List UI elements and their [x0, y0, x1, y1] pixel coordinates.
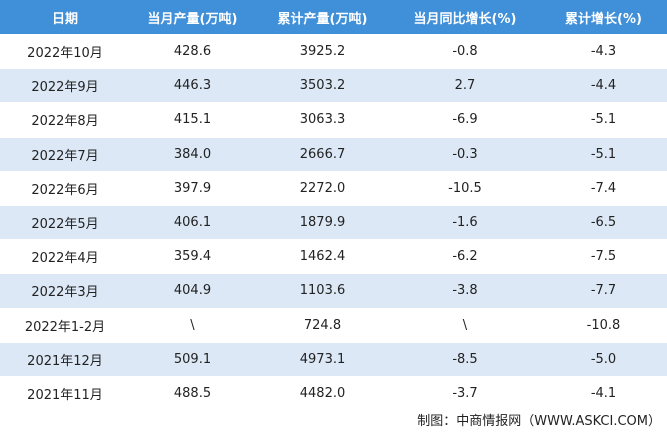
table-cell: 509.1 [130, 341, 255, 377]
table-cell: -6.2 [390, 239, 540, 274]
table-cell: 4482.0 [255, 375, 390, 411]
table-cell: -4.3 [540, 33, 667, 69]
table-cell: -5.0 [540, 341, 667, 377]
table-cell: 2022年6月 [0, 170, 130, 206]
table-cell: 397.9 [130, 170, 255, 206]
table-cell: 2022年1-2月 [0, 307, 130, 343]
table-cell: -6.5 [540, 204, 667, 240]
data-table: 日期 当月产量(万吨) 累计产量(万吨) 当月同比增长(%) 累计增长(%) 2022年… [0, 0, 667, 411]
table-row: 2022年1-2月 \ 724.8 \ -10.8 [0, 307, 667, 343]
table-cell: 2021年12月 [0, 341, 130, 377]
header-cell: 累计增长(%) [540, 0, 667, 35]
table-cell: 3925.2 [255, 33, 390, 69]
table-cell: -0.8 [390, 33, 540, 69]
table-cell: -7.5 [540, 239, 667, 274]
table-cell: -4.1 [540, 375, 667, 411]
table-cell: 2.7 [390, 68, 540, 103]
table-cell: -4.4 [540, 68, 667, 103]
table-cell: -5.1 [540, 136, 667, 172]
table-cell: \ [130, 307, 255, 343]
table-cell: 488.5 [130, 375, 255, 411]
table-body: 2022年10月 428.6 3925.2 -0.8 -4.3 2022年9月 446.3 3… [0, 33, 667, 411]
table-cell: -6.9 [390, 102, 540, 138]
table-cell: -7.4 [540, 170, 667, 206]
table-cell: -3.8 [390, 273, 540, 308]
table-cell: 2021年11月 [0, 375, 130, 411]
table-cell: -5.1 [540, 102, 667, 138]
table-row: 2022年9月 446.3 3503.2 2.7 -4.4 [0, 68, 667, 103]
table-cell: -1.6 [390, 204, 540, 240]
source-note: 制图：中商情报网（WWW.ASKCI.COM） [417, 414, 661, 429]
header-cell: 累计产量(万吨) [255, 0, 390, 35]
table-cell: -10.5 [390, 170, 540, 206]
table-cell: 1103.6 [255, 273, 390, 308]
header-cell: 当月产量(万吨) [130, 0, 255, 35]
table-cell: 2022年9月 [0, 68, 130, 103]
table-cell: 3063.3 [255, 102, 390, 138]
table-cell: 415.1 [130, 102, 255, 138]
table-cell: 3503.2 [255, 68, 390, 103]
table-cell: -7.7 [540, 273, 667, 308]
table-cell: 2022年4月 [0, 239, 130, 274]
table-row: 2022年8月 415.1 3063.3 -6.9 -5.1 [0, 102, 667, 138]
table-cell: 1462.4 [255, 239, 390, 274]
table-cell: \ [390, 307, 540, 343]
table-cell: 384.0 [130, 136, 255, 172]
table-row: 2022年4月 359.4 1462.4 -6.2 -7.5 [0, 239, 667, 274]
table-cell: 2022年3月 [0, 273, 130, 308]
table-row: 2022年10月 428.6 3925.2 -0.8 -4.3 [0, 33, 667, 69]
table-row: 2022年6月 397.9 2272.0 -10.5 -7.4 [0, 170, 667, 206]
table-cell: 2022年5月 [0, 204, 130, 240]
table-cell: 406.1 [130, 204, 255, 240]
table-cell: 446.3 [130, 68, 255, 103]
table-cell: 1879.9 [255, 204, 390, 240]
table-row: 2022年5月 406.1 1879.9 -1.6 -6.5 [0, 204, 667, 240]
table-cell: 2022年10月 [0, 33, 130, 69]
table-cell: 724.8 [255, 307, 390, 343]
table-cell: -8.5 [390, 341, 540, 377]
table-cell: -10.8 [540, 307, 667, 343]
table-cell: -3.7 [390, 375, 540, 411]
table-cell: 428.6 [130, 33, 255, 69]
table-row: 2021年11月 488.5 4482.0 -3.7 -4.1 [0, 375, 667, 411]
table-cell: 404.9 [130, 273, 255, 308]
table-cell: 4973.1 [255, 341, 390, 377]
table-cell: 2022年8月 [0, 102, 130, 138]
table-cell: 2666.7 [255, 136, 390, 172]
table-cell: 2022年7月 [0, 136, 130, 172]
table-row: 2022年7月 384.0 2666.7 -0.3 -5.1 [0, 136, 667, 172]
table-row: 2022年3月 404.9 1103.6 -3.8 -7.7 [0, 273, 667, 308]
table-cell: -0.3 [390, 136, 540, 172]
table-cell: 2272.0 [255, 170, 390, 206]
header-cell: 日期 [0, 0, 130, 35]
header-cell: 当月同比增长(%) [390, 0, 540, 35]
table-cell: 359.4 [130, 239, 255, 274]
header-row: 日期 当月产量(万吨) 累计产量(万吨) 当月同比增长(%) 累计增长(%) [0, 0, 667, 35]
table-row: 2021年12月 509.1 4973.1 -8.5 -5.0 [0, 341, 667, 377]
